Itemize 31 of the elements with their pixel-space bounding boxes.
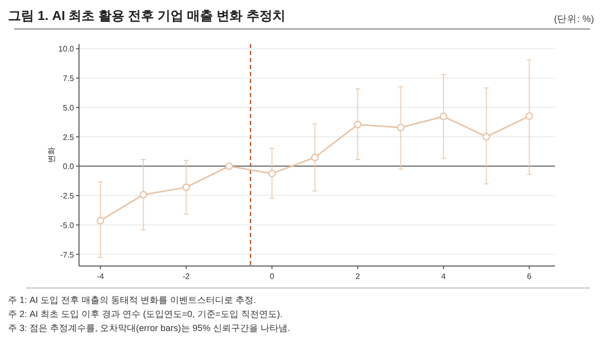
text: 주 2: AI 최초 도입 이후 경과 연수 (도입연도=0, 기준=도입 직전연도).: [8, 309, 283, 319]
y-tick-label: -2.5: [60, 192, 75, 201]
chart-subtitle: (단위: %): [554, 14, 594, 25]
y-tick-label: 5.0: [62, 103, 75, 112]
point: [225, 162, 233, 170]
x-tick-label: -4: [96, 272, 105, 281]
point: [182, 184, 190, 192]
point: [96, 216, 104, 224]
point: [482, 132, 490, 140]
y-tick-label: 7.5: [62, 74, 75, 84]
x-tick-label: 2: [356, 272, 361, 281]
x-tick-label: 4: [441, 272, 446, 281]
point: [440, 112, 448, 120]
y-axis-title: 변화: [47, 147, 56, 163]
y-tick-label: 0.0: [62, 162, 75, 172]
x-tick-label: -2: [182, 272, 190, 281]
point: [396, 124, 404, 132]
text: 주 3: 점은 추정계수를, 오차막대(error bars)는 95% 신뢰구간을 나타냄.: [8, 323, 290, 333]
text: 주 1: AI 도입 전후 매출의 동태적 변화를 이벤트스터디로 추정.: [8, 295, 256, 305]
point: [311, 154, 319, 162]
point: [525, 112, 534, 120]
point: [268, 170, 276, 178]
y-tick-label: 10.0: [58, 44, 75, 54]
x-tick-label: 6: [527, 272, 532, 281]
chart-title: 그림 1. AI 최초 활용 전후 기업 매출 변화 추정치: [8, 8, 286, 23]
x-tick-label: 0: [270, 272, 275, 281]
point: [354, 120, 362, 128]
point: [140, 190, 148, 198]
y-tick-label: -5.0: [60, 220, 75, 230]
y-tick-label: 2.5: [62, 132, 75, 142]
y-tick-label: -7.5: [60, 250, 75, 260]
